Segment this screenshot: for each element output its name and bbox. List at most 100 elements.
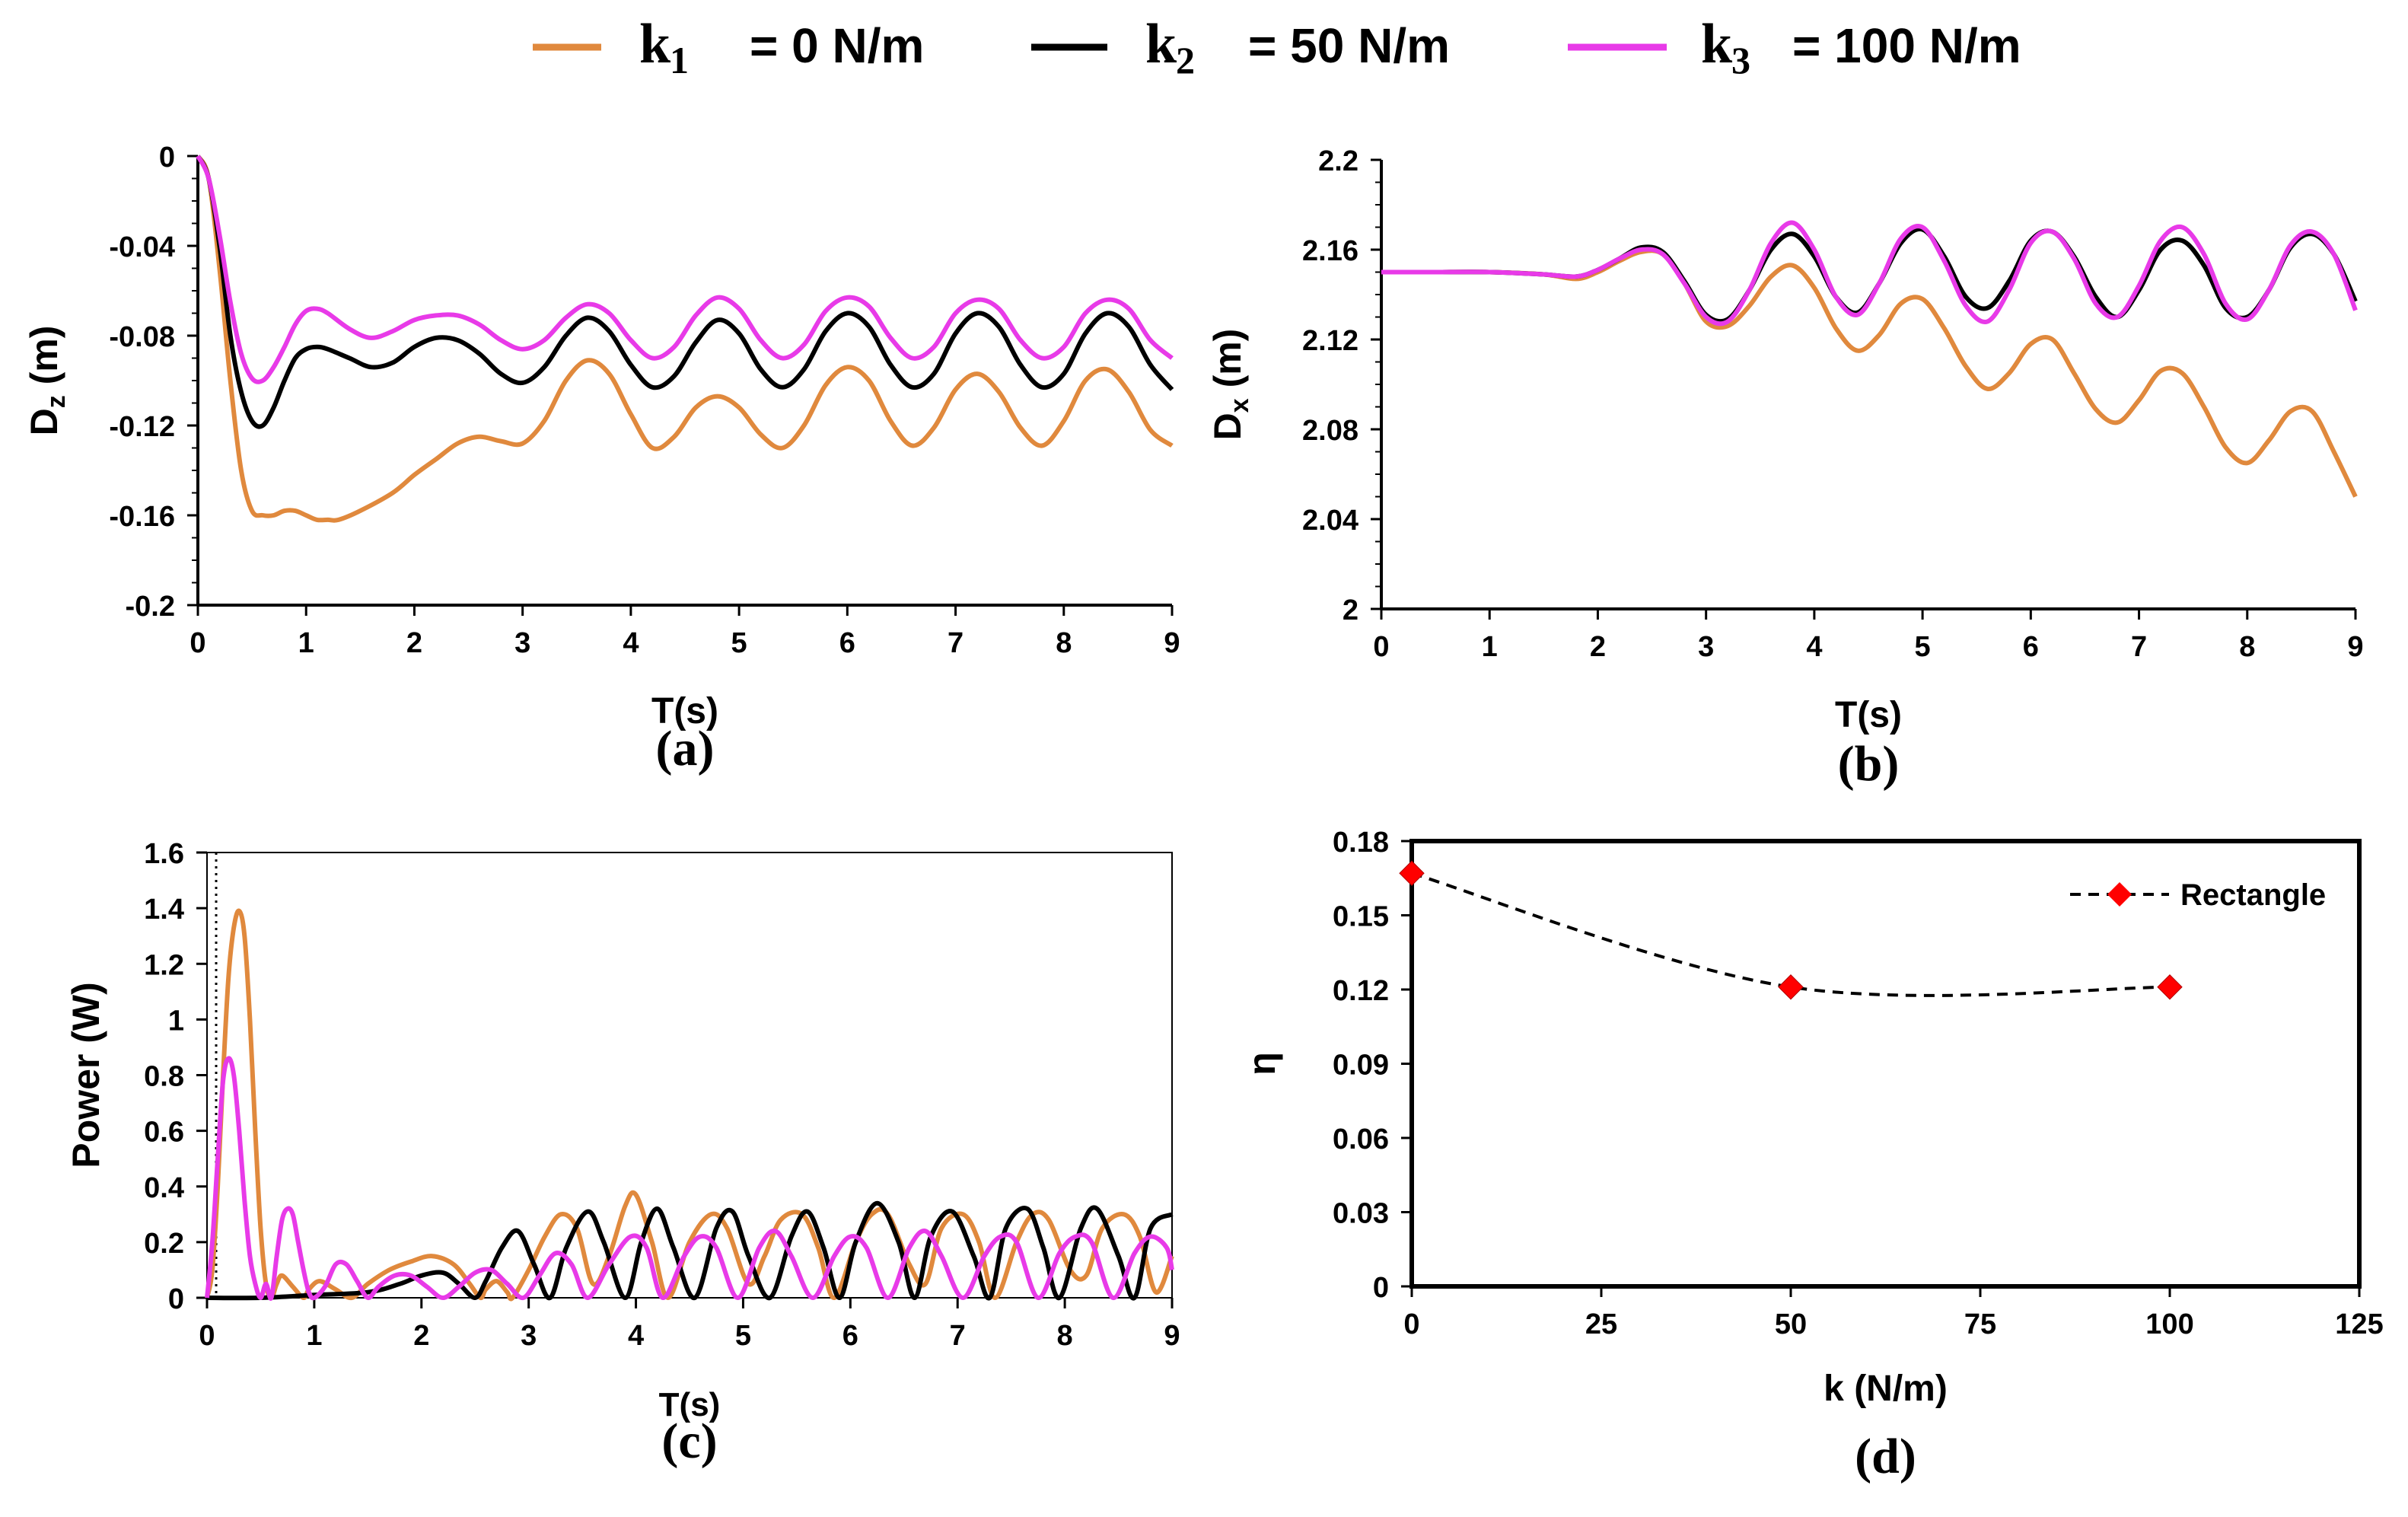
y-tick-label: -0.08 (109, 321, 175, 353)
y-tick-label: 1.2 (144, 949, 184, 981)
y-tick-label: 2.16 (1302, 235, 1358, 267)
x-tick-label: 8 (2239, 631, 2255, 663)
legend-k3-text: = 100 N/m (1792, 18, 2021, 73)
x-tick-label: 1 (306, 1320, 322, 1352)
panel-caption: (a) (656, 721, 715, 776)
y-tick-label: 2.2 (1318, 145, 1358, 177)
series-line-0 (205, 908, 1174, 1302)
x-tick-label: 3 (1698, 631, 1714, 663)
data-point-marker (1778, 974, 1804, 1000)
panel-caption: (d) (1855, 1429, 1916, 1484)
legend-k2-subscript: 2 (1176, 39, 1195, 81)
series-line-2 (205, 1056, 1174, 1301)
x-tick-label: 3 (514, 627, 530, 659)
x-tick-label: 4 (628, 1320, 644, 1352)
x-tick-label: 9 (1164, 1320, 1180, 1352)
x-tick-label: 1 (1482, 631, 1498, 663)
x-tick-label: 6 (842, 1320, 858, 1352)
x-tick-label: 8 (1056, 627, 1072, 659)
y-tick-label: 0.8 (144, 1061, 184, 1093)
y-tick-label: 0.03 (1333, 1198, 1389, 1230)
series-line-0 (1381, 248, 2358, 498)
series-line-2 (1381, 220, 2358, 327)
x-tick-label: 2 (1590, 631, 1606, 663)
x-tick-label: 50 (1775, 1308, 1807, 1340)
x-tick-label: 125 (2335, 1308, 2383, 1340)
y-tick-label: -0.12 (109, 411, 175, 443)
x-tick-label: 7 (950, 1320, 966, 1352)
x-tick-label: 100 (2145, 1308, 2193, 1340)
x-tick-label: 1 (298, 627, 314, 659)
y-tick-label: 0.4 (144, 1172, 184, 1204)
x-tick-label: 5 (735, 1320, 751, 1352)
y-tick-label: 0 (159, 142, 175, 174)
y-axis-label-main: D (23, 408, 65, 435)
y-tick-label: 0.15 (1333, 901, 1389, 933)
y-axis-label-main: η (1241, 1052, 1283, 1076)
y-axis-label-sub: x (1225, 398, 1254, 413)
x-tick-label: 5 (1915, 631, 1931, 663)
y-tick-label: 0.2 (144, 1228, 184, 1260)
legend-k3-subscript: 3 (1731, 39, 1750, 81)
x-tick-label: 5 (731, 627, 747, 659)
data-point-marker (1399, 860, 1425, 886)
y-tick-label: 0.06 (1333, 1123, 1389, 1155)
x-tick-label: 75 (1964, 1308, 1996, 1340)
y-tick-label: 0.6 (144, 1117, 184, 1149)
y-tick-label: 1.4 (144, 894, 184, 926)
x-tick-label: 3 (521, 1320, 537, 1352)
y-tick-label: 2.04 (1302, 505, 1358, 537)
y-tick-label: 2.08 (1302, 415, 1358, 447)
x-tick-label: 7 (948, 627, 964, 659)
x-tick-label: 4 (1806, 631, 1822, 663)
x-axis-label: T(s) (659, 1386, 721, 1423)
y-tick-label: 0.12 (1333, 975, 1389, 1007)
legend-k1-symbol: k (639, 13, 671, 75)
x-tick-label: 0 (190, 627, 205, 659)
legend-k1-text: = 0 N/m (750, 18, 924, 73)
y-tick-label: 0 (168, 1283, 184, 1315)
panel-caption: (b) (1838, 736, 1900, 792)
x-tick-label: 9 (1164, 627, 1180, 659)
panel-3: 0.18 0.15 0.12 0.09 0.06 0.03 00 25 50 75 100 125 k … (1241, 827, 2384, 1484)
series-line-2 (196, 155, 1174, 384)
legend-k2-text: = 50 N/m (1248, 18, 1450, 73)
y-tick-label: 2.12 (1302, 325, 1358, 357)
series-line-0 (196, 155, 1174, 523)
top-legend: k 1 = 0 N/m k 2 = 50 N/m k 3 = 100 N/m (533, 13, 2021, 81)
y-axis-label-main: Power (W) (65, 982, 107, 1168)
x-axis-label: T(s) (1835, 695, 1902, 735)
x-tick-label: 2 (406, 627, 422, 659)
y-axis-label-unit: (m) (1206, 329, 1249, 399)
panel-0: 0 -0.04 -0.08 -0.12 -0.16 -0.2 0 1 2 3 4 5 6 7 8 9 T(s) D… (23, 142, 1180, 776)
legend-k1-subscript: 1 (670, 39, 689, 81)
x-tick-label: 8 (1057, 1320, 1073, 1352)
y-tick-label: 0 (1373, 1272, 1389, 1304)
panel-caption: (c) (661, 1413, 717, 1469)
x-tick-label: 6 (839, 627, 855, 659)
legend-k3-symbol: k (1701, 13, 1733, 75)
y-tick-label: -0.04 (109, 231, 175, 263)
x-axis-label: k (N/m) (1824, 1369, 1948, 1409)
y-tick-label: 0.09 (1333, 1050, 1389, 1082)
y-axis-label-main: D (1206, 413, 1249, 440)
x-tick-label: 7 (2131, 631, 2147, 663)
legend-label-rectangle: Rectangle (2180, 878, 2326, 912)
y-axis-label: Dx (m) (1206, 329, 1254, 441)
series-line-1 (206, 1200, 1174, 1301)
panel-2: 1.6 1.4 1.2 1 0.8 0.6 0.4 0.2 00 1 2 3 4 5 6 7 8 9 T(s) Pow… (65, 838, 1180, 1469)
data-point-marker (2157, 974, 2183, 1000)
y-tick-label: -0.2 (126, 591, 175, 623)
y-axis-label-sub: z (42, 395, 71, 408)
y-tick-label: -0.16 (109, 501, 175, 533)
y-axis-label: η (1241, 1052, 1283, 1076)
x-tick-label: 25 (1585, 1308, 1617, 1340)
x-tick-label: 6 (2023, 631, 2039, 663)
y-tick-label: 2 (1343, 594, 1358, 626)
y-tick-label: 1 (168, 1005, 184, 1037)
x-tick-label: 4 (623, 627, 639, 659)
x-tick-label: 0 (1373, 631, 1389, 663)
x-axis-label: T(s) (651, 691, 718, 731)
